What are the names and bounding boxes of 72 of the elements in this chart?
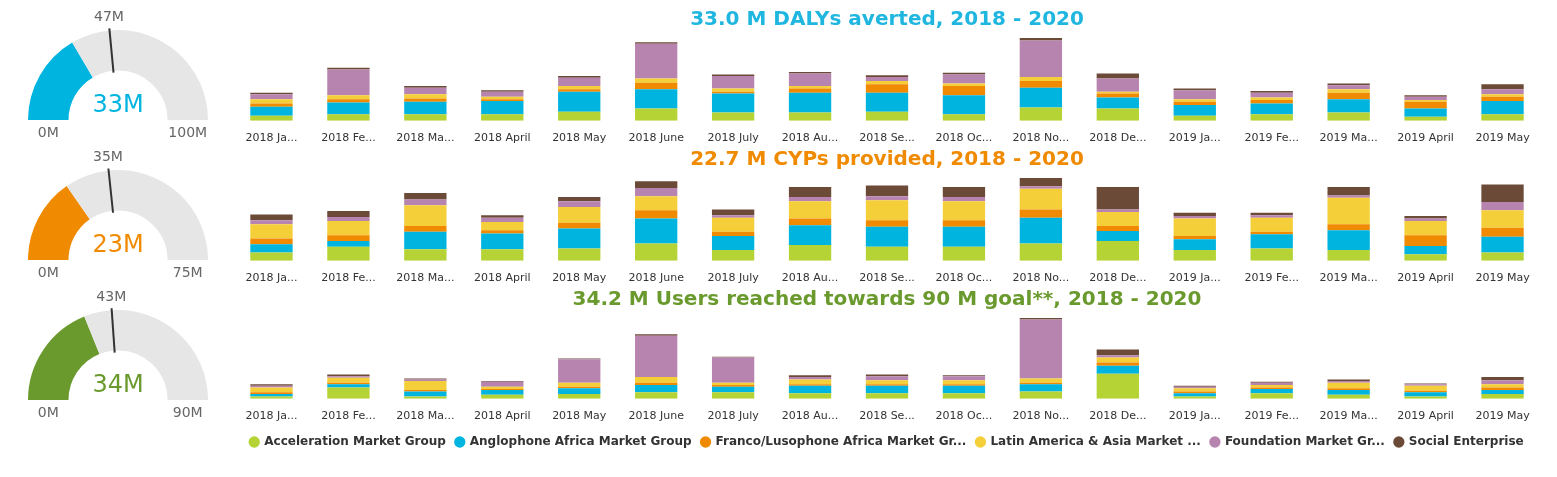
- text: 47M: [94, 8, 124, 25]
- text: 100M: [168, 123, 208, 140]
- x-tick-label: 2018 Oc...: [935, 131, 993, 145]
- x-tick-label: 2018 Au...: [781, 131, 839, 145]
- x-tick-label: 2018 Se...: [859, 409, 915, 423]
- x-tick-label: 2018 Se...: [859, 271, 915, 285]
- x-tick-label: 2018 April: [473, 271, 531, 285]
- x-tick-label: 2019 Ja...: [1168, 271, 1221, 285]
- x-tick-label: 2019 Fe...: [1244, 131, 1299, 145]
- x-tick-label: 2018 July: [707, 409, 760, 423]
- legend-label: Social Enterprise: [1408, 434, 1524, 449]
- x-tick-label: 2019 May: [1475, 131, 1531, 145]
- text: 90M: [172, 403, 203, 420]
- x-tick-label: 2019 April: [1397, 131, 1454, 145]
- text: 0M: [37, 263, 59, 280]
- chart-title: 34.2 M Users reached towards 90 M goal**, 2018 - 2020: [572, 286, 1202, 311]
- chart-title: 33.0 M DALYs averted, 2018 - 2020: [690, 6, 1084, 31]
- x-tick-label: 2019 April: [1397, 409, 1454, 423]
- x-tick-label: 2018 No...: [1012, 131, 1070, 145]
- x-tick-label: 2018 June: [628, 131, 685, 145]
- x-tick-label: 2018 May: [552, 271, 607, 285]
- x-tick-label: 2018 April: [473, 131, 531, 145]
- x-tick-label: 2018 Oc...: [935, 271, 993, 285]
- x-tick-label: 2018 June: [628, 409, 685, 423]
- x-tick-label: 2019 April: [1397, 271, 1454, 285]
- x-tick-label: 2019 May: [1475, 271, 1531, 285]
- text: 34M: [92, 370, 144, 399]
- chart-title: 22.7 M CYPs provided, 2018 - 2020: [690, 146, 1084, 171]
- x-tick-label: 2018 Se...: [859, 131, 915, 145]
- x-tick-label: 2018 No...: [1012, 271, 1070, 285]
- legend-label: Foundation Market Gr...: [1224, 434, 1385, 449]
- x-tick-label: 2018 April: [473, 409, 531, 423]
- legend-label: Latin America & Asia Market ...: [990, 434, 1201, 449]
- x-tick-label: 2018 Au...: [781, 271, 839, 285]
- text: 43M: [96, 287, 127, 304]
- x-tick-label: 2018 Ja...: [245, 271, 298, 285]
- legend-label: Franco/Lusophone Africa Market Gr...: [715, 434, 967, 449]
- x-tick-label: 2018 Fe...: [321, 271, 376, 285]
- x-tick-label: 2019 Ma...: [1319, 271, 1378, 285]
- x-tick-label: 2018 Ja...: [245, 131, 298, 145]
- x-tick-label: 2019 Ma...: [1319, 409, 1378, 423]
- x-tick-label: 2018 Fe...: [321, 131, 376, 145]
- x-tick-label: 2018 No...: [1012, 409, 1070, 423]
- x-tick-label: 2018 July: [707, 131, 760, 145]
- x-tick-label: 2018 Oc...: [935, 409, 993, 423]
- text: 75M: [172, 263, 203, 280]
- x-tick-label: 2018 De...: [1089, 271, 1147, 285]
- x-tick-label: 2019 May: [1475, 409, 1531, 423]
- x-tick-label: 2018 Ma...: [396, 131, 455, 145]
- legend-label: Acceleration Market Group: [264, 434, 447, 449]
- x-tick-label: 2018 Au...: [781, 409, 839, 423]
- x-tick-label: 2018 De...: [1089, 131, 1147, 145]
- x-tick-label: 2018 Ja...: [245, 409, 298, 423]
- x-tick-label: 2018 July: [707, 271, 760, 285]
- x-tick-label: 2018 Ma...: [396, 271, 455, 285]
- x-tick-label: 2018 June: [628, 271, 685, 285]
- legend-label: Anglophone Africa Market Group: [469, 434, 692, 449]
- x-tick-label: 2018 Ma...: [396, 409, 455, 423]
- text: 33M: [92, 90, 144, 119]
- x-tick-label: 2019 Fe...: [1244, 271, 1299, 285]
- text: 23M: [92, 230, 144, 259]
- x-tick-label: 2019 Fe...: [1244, 409, 1299, 423]
- x-tick-label: 2018 De...: [1089, 409, 1147, 423]
- text: 0M: [37, 403, 59, 420]
- text: 0M: [37, 123, 59, 140]
- x-tick-label: 2018 May: [552, 409, 607, 423]
- x-tick-label: 2018 May: [552, 131, 607, 145]
- x-tick-label: 2019 Ja...: [1168, 131, 1221, 145]
- x-tick-label: 2019 Ma...: [1319, 131, 1378, 145]
- x-tick-label: 2018 Fe...: [321, 409, 376, 423]
- text: 35M: [93, 148, 123, 165]
- x-tick-label: 2019 Ja...: [1168, 409, 1221, 423]
